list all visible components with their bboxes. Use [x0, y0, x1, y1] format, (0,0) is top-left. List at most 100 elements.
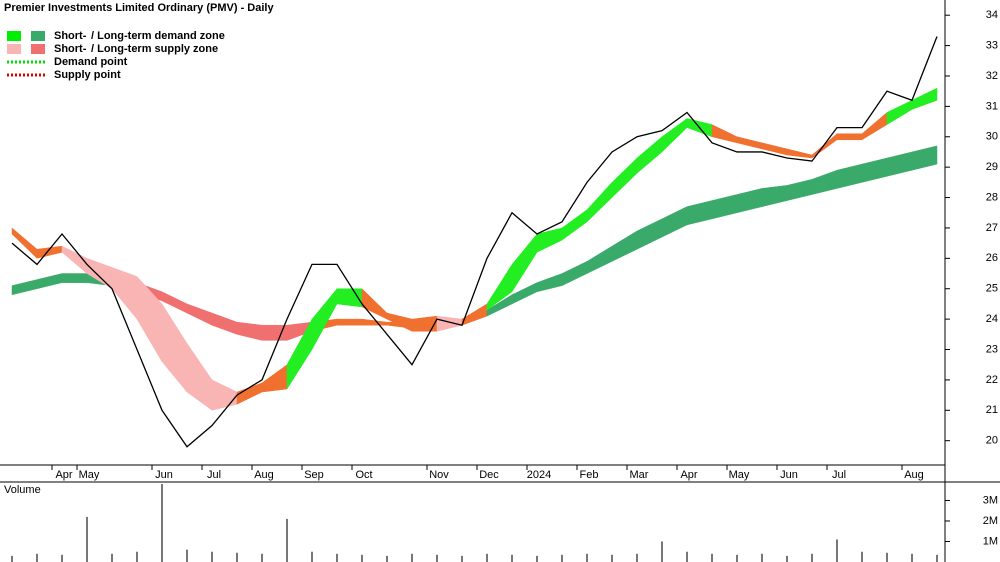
zone-band	[911, 87, 938, 110]
legend-swatch	[31, 44, 45, 54]
volume-bar	[536, 555, 538, 562]
y-tick-label: 31	[986, 100, 998, 112]
zone-band	[611, 230, 638, 262]
y-tick-label: 3M	[983, 494, 998, 506]
y-tick-label: 32	[986, 70, 998, 82]
volume-bar	[686, 551, 688, 562]
volume-bar	[236, 552, 238, 562]
zone-band	[736, 188, 763, 214]
volume-bar	[11, 555, 13, 562]
zone-band	[336, 318, 363, 326]
y-tick-label: 27	[986, 222, 998, 234]
zone-band	[211, 312, 238, 335]
zone-band	[311, 288, 338, 350]
volume-bar	[761, 553, 763, 562]
zone-band	[886, 99, 913, 126]
volume-bar	[811, 553, 813, 562]
zone-band	[636, 218, 663, 250]
zone-band	[536, 273, 563, 293]
y-tick-label: 21	[986, 404, 998, 416]
volume-bar	[486, 553, 488, 562]
volume-bar	[611, 554, 613, 562]
y-tick-label: 28	[986, 191, 998, 203]
volume-bar	[736, 554, 738, 562]
volume-bar	[461, 555, 463, 562]
legend-label: / Long-term supply zone	[91, 43, 218, 55]
zone-band	[586, 181, 613, 223]
y-tick-label: 22	[986, 374, 998, 386]
volume-bar	[911, 553, 913, 562]
y-tick-label: 29	[986, 161, 998, 173]
volume-bar	[586, 553, 588, 562]
zone-band	[561, 209, 588, 241]
zone-band	[786, 148, 813, 159]
legend-label: / Long-term demand zone	[91, 30, 225, 42]
x-tick-label: Jul	[207, 469, 221, 481]
zone-band	[111, 267, 138, 320]
zone-band	[686, 200, 713, 226]
zone-band	[861, 157, 888, 183]
zone-band	[36, 245, 63, 259]
price-line	[11, 36, 938, 448]
zone-band	[511, 233, 538, 293]
volume-bar	[836, 539, 838, 562]
volume-bar	[511, 554, 513, 562]
legend-swatch	[31, 31, 45, 41]
volume-bar	[386, 555, 388, 562]
volume-bar	[861, 551, 863, 562]
volume-bar	[36, 553, 38, 562]
volume-bar	[361, 554, 363, 562]
x-tick-label: Jun	[780, 469, 798, 481]
zone-band	[611, 157, 638, 199]
zone-band	[836, 163, 863, 189]
volume-bar	[261, 553, 263, 562]
volume-bar	[711, 553, 713, 562]
volume-bar	[786, 555, 788, 562]
y-tick-label: 34	[986, 9, 998, 21]
zone-band	[711, 124, 738, 144]
zone-band	[36, 273, 63, 290]
legend-swatch	[7, 44, 21, 54]
zone-band	[11, 279, 38, 296]
y-tick-label: 1M	[983, 535, 998, 547]
zone-band	[911, 145, 938, 171]
zone-band	[636, 136, 663, 174]
volume-bar	[186, 549, 188, 562]
legend-label: Short-	[54, 30, 87, 42]
zone-band	[761, 185, 788, 207]
x-tick-label: Aug	[904, 469, 924, 481]
zone-band	[811, 133, 838, 159]
zone-band	[161, 303, 188, 393]
volume-bar	[211, 551, 213, 562]
x-tick-label: Feb	[580, 469, 599, 481]
chart-title: Premier Investments Limited Ordinary (PM…	[4, 2, 274, 14]
volume-bar	[111, 553, 113, 562]
zone-band	[186, 342, 213, 411]
legend-swatch	[7, 31, 21, 41]
zone-band	[586, 245, 613, 274]
x-tick-label: Aug	[254, 469, 274, 481]
volume-bar	[636, 553, 638, 562]
volume-bar	[661, 541, 663, 562]
y-tick-label: 25	[986, 283, 998, 295]
zone-band	[736, 136, 763, 150]
volume-bar	[936, 554, 938, 562]
volume-bar	[286, 518, 288, 562]
zone-band	[811, 169, 838, 195]
x-tick-label: Jul	[832, 469, 846, 481]
volume-bar	[136, 551, 138, 562]
x-tick-label: 2024	[527, 469, 551, 481]
zone-band	[661, 118, 688, 153]
zone-band	[186, 303, 213, 326]
zone-band	[61, 273, 88, 283]
volume-bar	[561, 554, 563, 562]
volume-bar	[886, 552, 888, 562]
volume-bar	[161, 484, 163, 562]
volume-bar	[411, 553, 413, 562]
y-tick-label: 2M	[983, 515, 998, 527]
volume-bar	[86, 516, 88, 562]
y-tick-label: 20	[986, 435, 998, 447]
y-tick-label: 33	[986, 39, 998, 51]
x-tick-label: Dec	[479, 469, 499, 481]
